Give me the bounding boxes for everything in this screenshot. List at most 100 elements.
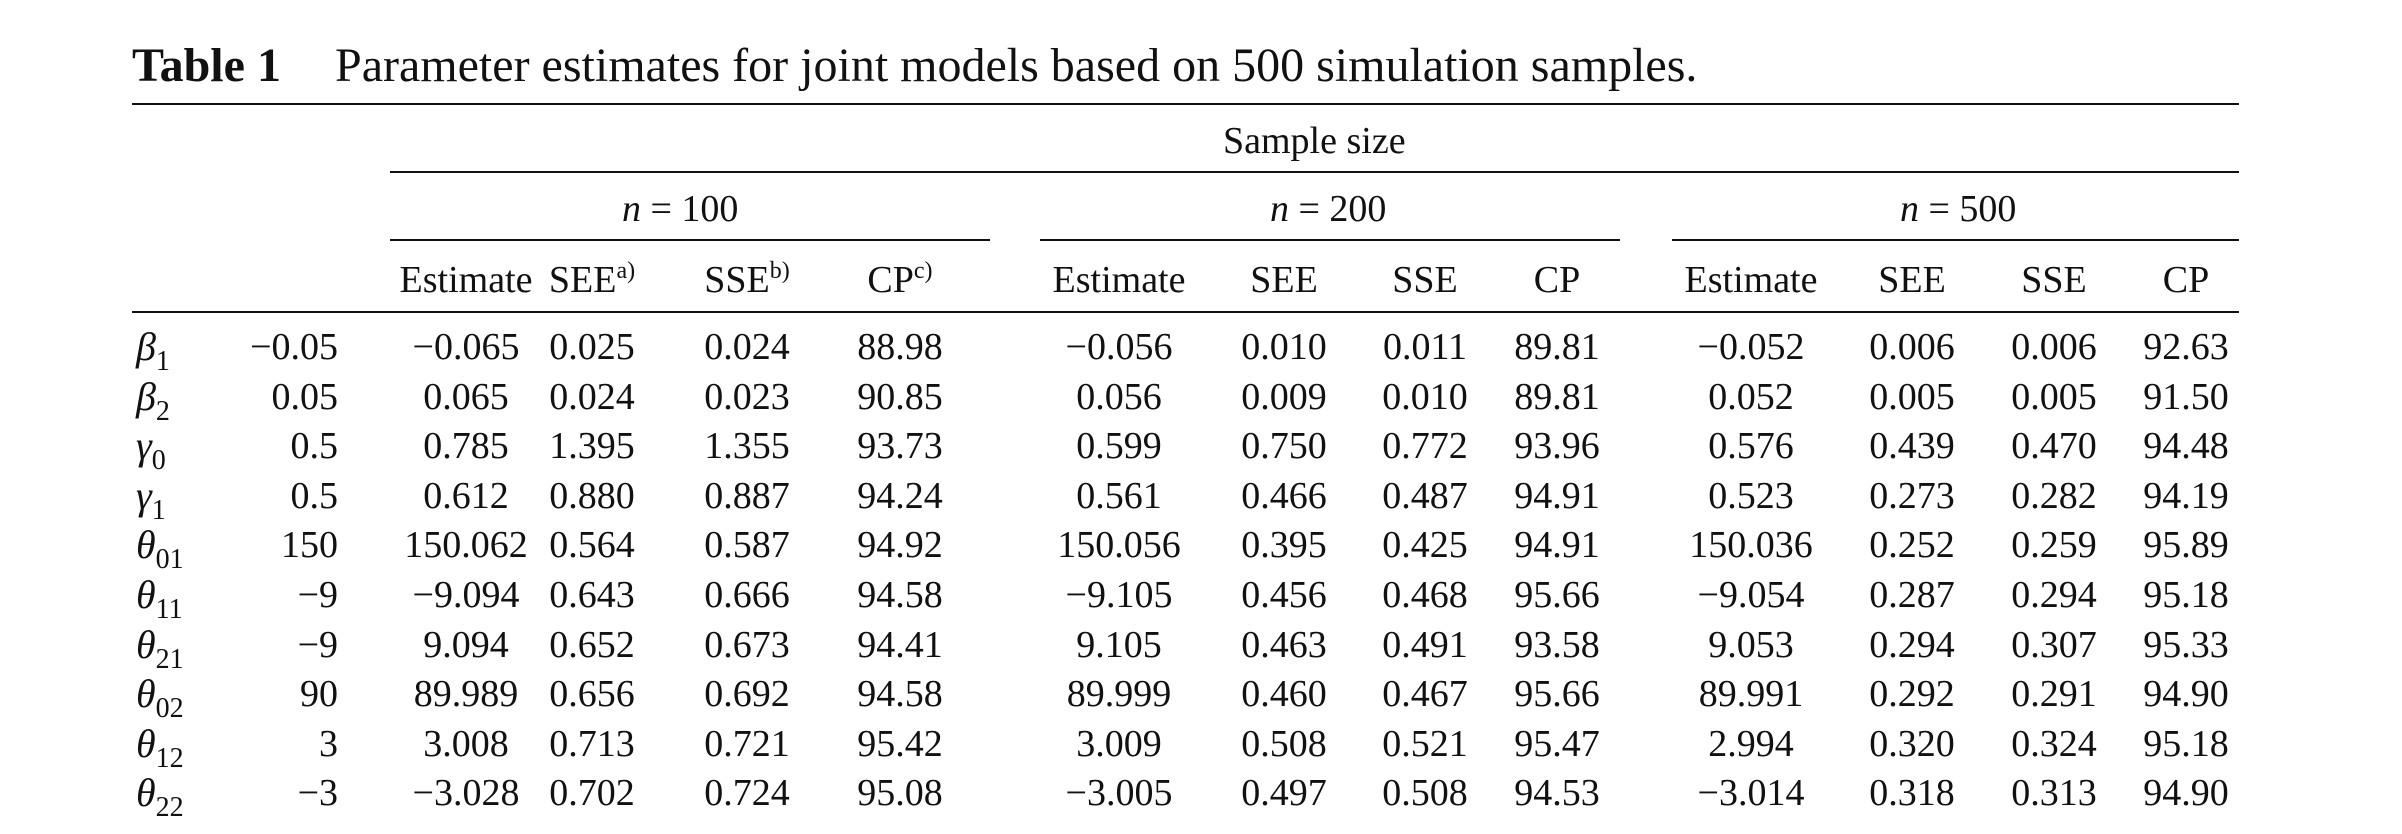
column-header-estimate-2: Estimate <box>1019 258 1219 302</box>
column-header-see-3: SEE <box>1812 258 2012 302</box>
parameter-subscript: 22 <box>155 792 184 824</box>
table-cell: 3.009 <box>1076 722 1162 765</box>
table-cell: 0.491 <box>1382 623 1468 666</box>
table-cell: 95.66 <box>1514 673 1600 716</box>
row-true-value: −9 <box>297 574 338 616</box>
parameter-subscript: 0 <box>151 445 166 477</box>
parameter-subscript: 1 <box>155 346 170 377</box>
table-cell: 0.713 <box>549 722 635 765</box>
table-cell: 89.81 <box>1514 326 1600 368</box>
column-header-text: CP <box>2162 259 2210 301</box>
row-parameter: θ21 <box>136 621 184 676</box>
table-cell: 9.105 <box>1076 623 1162 666</box>
table-cell: 0.561 <box>1076 474 1162 517</box>
parameter-subscript: 01 <box>155 544 184 576</box>
table-caption-text: Parameter estimates for joint models bas… <box>335 39 1698 92</box>
column-header-see-1: SEEa) <box>492 258 692 302</box>
table-cell: 94.90 <box>2143 673 2229 716</box>
table-cell: −3.014 <box>1697 772 1805 815</box>
parameter-symbol: β <box>136 324 156 369</box>
parameter-symbol: γ <box>136 472 152 518</box>
parameter-symbol: θ <box>136 621 156 667</box>
table-cell: 0.065 <box>423 375 509 418</box>
group-rule-n200 <box>1040 239 1620 241</box>
table-cell: 0.643 <box>549 574 635 616</box>
table-cell: 0.324 <box>2011 722 2097 765</box>
table-cell: 0.056 <box>1076 375 1162 418</box>
column-header-text: SEE <box>1878 259 1946 301</box>
table-cell: 0.287 <box>1869 574 1955 616</box>
spanner-sample-size: Sample size <box>1223 120 1406 162</box>
group-n500: n = 500 <box>1900 188 2017 230</box>
row-parameter: θ01 <box>136 521 184 576</box>
table-cell: −9.105 <box>1065 574 1173 616</box>
table-cell: 0.702 <box>549 772 635 815</box>
row-parameter: θ12 <box>136 720 184 775</box>
table-cell: 94.58 <box>857 673 943 716</box>
table-cell: 0.259 <box>2011 524 2097 567</box>
table-cell: 94.41 <box>857 623 943 666</box>
table-cell: 3.008 <box>423 722 509 765</box>
table-cell: 0.468 <box>1382 574 1468 616</box>
table-cell: 93.58 <box>1514 623 1600 666</box>
parameter-subscript: 02 <box>155 693 184 725</box>
column-header-text: SSE <box>704 259 770 301</box>
table-cell: 95.42 <box>857 722 943 765</box>
table-cell: 94.92 <box>857 524 943 567</box>
table-cell: 90.85 <box>857 375 943 418</box>
parameter-symbol: β <box>136 373 156 419</box>
table-cell: 95.18 <box>2143 574 2229 616</box>
table-cell: 89.81 <box>1514 375 1600 418</box>
table-cell: 0.011 <box>1382 326 1468 368</box>
table-cell: 0.564 <box>549 524 635 567</box>
table-cell: −9.094 <box>412 574 520 616</box>
column-header-estimate-1: Estimate <box>366 258 566 302</box>
table-cell: 0.887 <box>704 474 790 517</box>
table-cell: 89.989 <box>413 673 519 716</box>
row-parameter: β1 <box>136 323 170 378</box>
table-cell: 0.273 <box>1869 474 1955 517</box>
table-cell: 94.48 <box>2143 425 2229 468</box>
parameter-subscript: 11 <box>155 594 183 625</box>
table-cell: 0.721 <box>704 722 790 765</box>
table-cell: 0.292 <box>1869 673 1955 716</box>
table-cell: 89.999 <box>1066 673 1172 716</box>
table-cell: 0.463 <box>1241 623 1327 666</box>
row-true-value: 0.5 <box>290 474 339 517</box>
table-cell: 0.010 <box>1241 326 1327 368</box>
column-header-sse-3: SSE <box>1954 258 2154 302</box>
table-cell: 0.010 <box>1382 375 1468 418</box>
table-cell: 0.318 <box>1869 772 1955 815</box>
table-cell: 0.294 <box>2011 574 2097 616</box>
table-cell: 0.052 <box>1708 375 1794 418</box>
group-rule-n500 <box>1672 239 2239 241</box>
row-true-value: 0.05 <box>271 375 339 418</box>
column-header-sse-1: SSEb) <box>647 258 847 302</box>
table-cell: 0.006 <box>1869 326 1955 368</box>
table-cell: 0.470 <box>2011 425 2097 468</box>
table-cell: 0.024 <box>704 326 790 368</box>
table-cell: 95.89 <box>2143 524 2229 567</box>
column-header-estimate-3: Estimate <box>1651 258 1851 302</box>
table-cell: −0.052 <box>1697 326 1805 368</box>
table-cell: 0.307 <box>2011 623 2097 666</box>
column-header-text: Estimate <box>1684 259 1818 301</box>
table-cell: 9.053 <box>1708 623 1794 666</box>
group-n100: n = 100 <box>622 188 739 230</box>
table-cell: 95.33 <box>2143 623 2229 666</box>
table-cell: −3.005 <box>1065 772 1173 815</box>
table-cell: 0.880 <box>549 474 635 517</box>
table-cell: 0.294 <box>1869 623 1955 666</box>
table-cell: 1.395 <box>549 425 635 468</box>
column-header-footnote-marker: b) <box>769 258 790 284</box>
table-cell: 0.523 <box>1708 474 1794 517</box>
column-header-cp-3: CP <box>2086 258 2286 302</box>
table-cell: 0.024 <box>549 375 635 418</box>
row-parameter: θ02 <box>136 670 184 725</box>
row-true-value: −3 <box>297 772 338 815</box>
table-cell: 0.612 <box>423 474 509 517</box>
table-cell: 0.652 <box>549 623 635 666</box>
column-header-text: SEE <box>548 259 617 301</box>
table-cell: 0.724 <box>704 772 790 815</box>
